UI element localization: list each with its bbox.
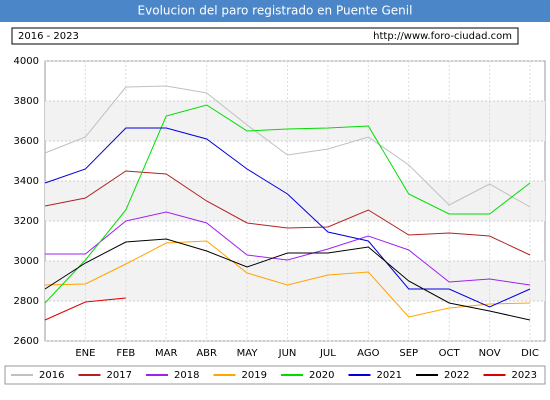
series-line — [44, 85, 531, 208]
x-tick-label: ENE — [75, 348, 95, 359]
y-tick-label: 3800 — [14, 96, 39, 107]
x-tick-label: DIC — [521, 348, 539, 359]
x-tick-label: AGO — [357, 348, 379, 359]
y-tick-label: 3400 — [14, 176, 39, 187]
y-tick-label: 2800 — [14, 296, 39, 307]
legend-label: 2023 — [512, 370, 537, 381]
y-tick-label: 4000 — [14, 56, 39, 67]
x-tick-label: FEB — [116, 348, 135, 359]
grid-band — [45, 101, 545, 141]
y-tick-label: 2600 — [14, 336, 39, 347]
series-line — [44, 104, 531, 304]
legend-box — [4, 365, 546, 385]
x-tick-label: SEP — [399, 348, 418, 359]
x-tick-label: ABR — [196, 348, 217, 359]
y-tick-label: 3000 — [14, 256, 39, 267]
x-tick-label: JUN — [278, 348, 297, 359]
x-tick-label: MAY — [237, 348, 259, 359]
source: http://www.foro-ciudad.com — [373, 31, 512, 42]
x-tick-label: JUL — [319, 348, 336, 359]
series-line — [44, 170, 531, 256]
series-line — [44, 297, 126, 321]
subtitle: 2016 - 2023 — [18, 31, 79, 42]
legend-label: 2016 — [39, 370, 64, 381]
legend-label: 2021 — [377, 370, 402, 381]
y-tick-label: 3600 — [14, 136, 39, 147]
legend-label: 2019 — [242, 370, 267, 381]
title-bar — [0, 0, 550, 22]
series-line — [45, 211, 531, 286]
chart-title: Evolucion del paro registrado en Puente … — [138, 4, 413, 18]
series-line — [44, 238, 531, 321]
series-line — [44, 127, 531, 308]
series-line — [44, 240, 531, 318]
x-tick-label: MAR — [155, 348, 177, 359]
x-tick-label: OCT — [439, 348, 461, 359]
legend-label: 2020 — [309, 370, 334, 381]
legend-label: 2022 — [444, 370, 469, 381]
subtitle-box — [11, 27, 519, 45]
x-tick-label: NOV — [479, 348, 501, 359]
legend-label: 2018 — [174, 370, 199, 381]
legend-label: 2017 — [107, 370, 132, 381]
y-tick-label: 3200 — [14, 216, 39, 227]
